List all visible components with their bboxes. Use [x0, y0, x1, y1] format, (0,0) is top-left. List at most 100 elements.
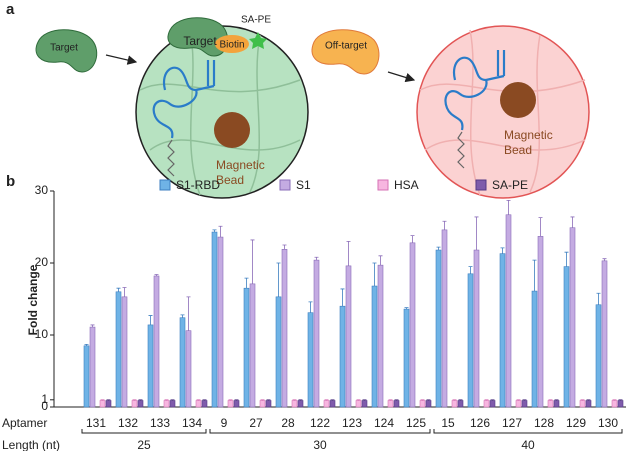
error-bar: [228, 399, 233, 401]
bar: [249, 283, 256, 408]
group-label: 40: [521, 438, 535, 451]
bar: [201, 400, 208, 408]
legend-swatch: [279, 179, 291, 191]
error-bar: [356, 399, 361, 401]
error-bar: [340, 288, 345, 307]
right-circle: [416, 25, 590, 199]
bar: [307, 312, 314, 408]
error-bar: [362, 399, 367, 401]
bar: [569, 227, 576, 408]
error-bar: [490, 399, 495, 401]
error-bar: [186, 296, 191, 331]
bar: [403, 308, 410, 408]
error-bar: [250, 239, 255, 284]
error-bar: [522, 399, 527, 401]
x-tick-label: 129: [566, 416, 586, 430]
bar: [425, 400, 432, 408]
error-bar: [410, 235, 415, 243]
error-bar: [532, 259, 537, 292]
bar: [563, 266, 570, 408]
bar: [185, 330, 192, 408]
bar: [297, 400, 304, 408]
bar: [323, 400, 330, 408]
y-tick-label: 30: [35, 183, 49, 197]
bar: [441, 229, 448, 408]
bar: [137, 400, 144, 408]
bar: [265, 400, 272, 408]
bar: [153, 275, 160, 408]
arrow: [105, 54, 138, 65]
bar: [547, 400, 554, 408]
error-bar: [452, 399, 457, 401]
bar: [275, 296, 282, 408]
legend-swatch: [159, 179, 171, 191]
legend-swatch: [377, 179, 389, 191]
bar: [483, 400, 490, 408]
error-bar: [154, 274, 159, 276]
x-tick-label: 27: [249, 416, 263, 430]
bar: [435, 249, 442, 408]
bar: [489, 400, 496, 408]
bar: [505, 214, 512, 408]
bar: [451, 400, 458, 408]
error-bar: [84, 343, 89, 346]
bar: [99, 400, 106, 408]
error-bar: [484, 399, 489, 401]
error-bar: [474, 216, 479, 251]
error-bar: [346, 241, 351, 266]
sa-pe-label: SA-PE: [241, 15, 271, 26]
group-axis-label: Length (nt): [2, 438, 60, 451]
group-bracket: [209, 429, 431, 434]
x-tick-label: 131: [86, 416, 106, 430]
x-tick-label: 28: [281, 416, 295, 430]
error-bar: [132, 399, 137, 401]
error-bar: [170, 399, 175, 401]
bar: [595, 304, 602, 408]
bar: [361, 400, 368, 408]
bar: [83, 345, 90, 408]
error-bar: [372, 262, 377, 287]
target-blob: [35, 29, 98, 73]
error-bar: [90, 324, 95, 328]
error-bar: [282, 244, 287, 250]
error-bar: [234, 399, 239, 401]
bar: [105, 400, 112, 408]
bead-label: Magnetic: [216, 158, 265, 172]
bar: [531, 290, 538, 408]
error-bar: [202, 399, 207, 401]
error-bar: [218, 225, 223, 238]
bar: [281, 249, 288, 408]
bar: [329, 400, 336, 408]
bar: [339, 305, 346, 408]
group-label: 30: [313, 438, 327, 451]
error-bar: [602, 258, 607, 261]
bar: [291, 400, 298, 408]
off-target-label: Off-target: [325, 41, 367, 52]
legend-swatch: [475, 179, 487, 191]
error-bar: [116, 287, 121, 292]
bar: [473, 249, 480, 408]
legend-label: HSA: [394, 178, 419, 192]
error-bar: [618, 399, 623, 401]
bar: [163, 400, 170, 408]
error-bar: [324, 399, 329, 401]
bar: [169, 400, 176, 408]
bar: [195, 400, 202, 408]
error-bar: [388, 399, 393, 401]
bar: [585, 400, 592, 408]
bar: [499, 253, 506, 408]
y-axis-label: Fold change: [26, 264, 40, 335]
error-bar: [554, 399, 559, 401]
bar: [467, 273, 474, 408]
error-bar: [564, 251, 569, 267]
bar: [147, 324, 154, 408]
group-bracket: [81, 429, 207, 434]
bound-target-label: Target: [183, 34, 217, 48]
bar: [521, 400, 528, 408]
error-bar: [308, 301, 313, 313]
x-tick-label: 15: [441, 416, 455, 430]
arrow: [387, 71, 416, 83]
group-label: 25: [137, 438, 151, 451]
error-bar: [436, 246, 441, 251]
